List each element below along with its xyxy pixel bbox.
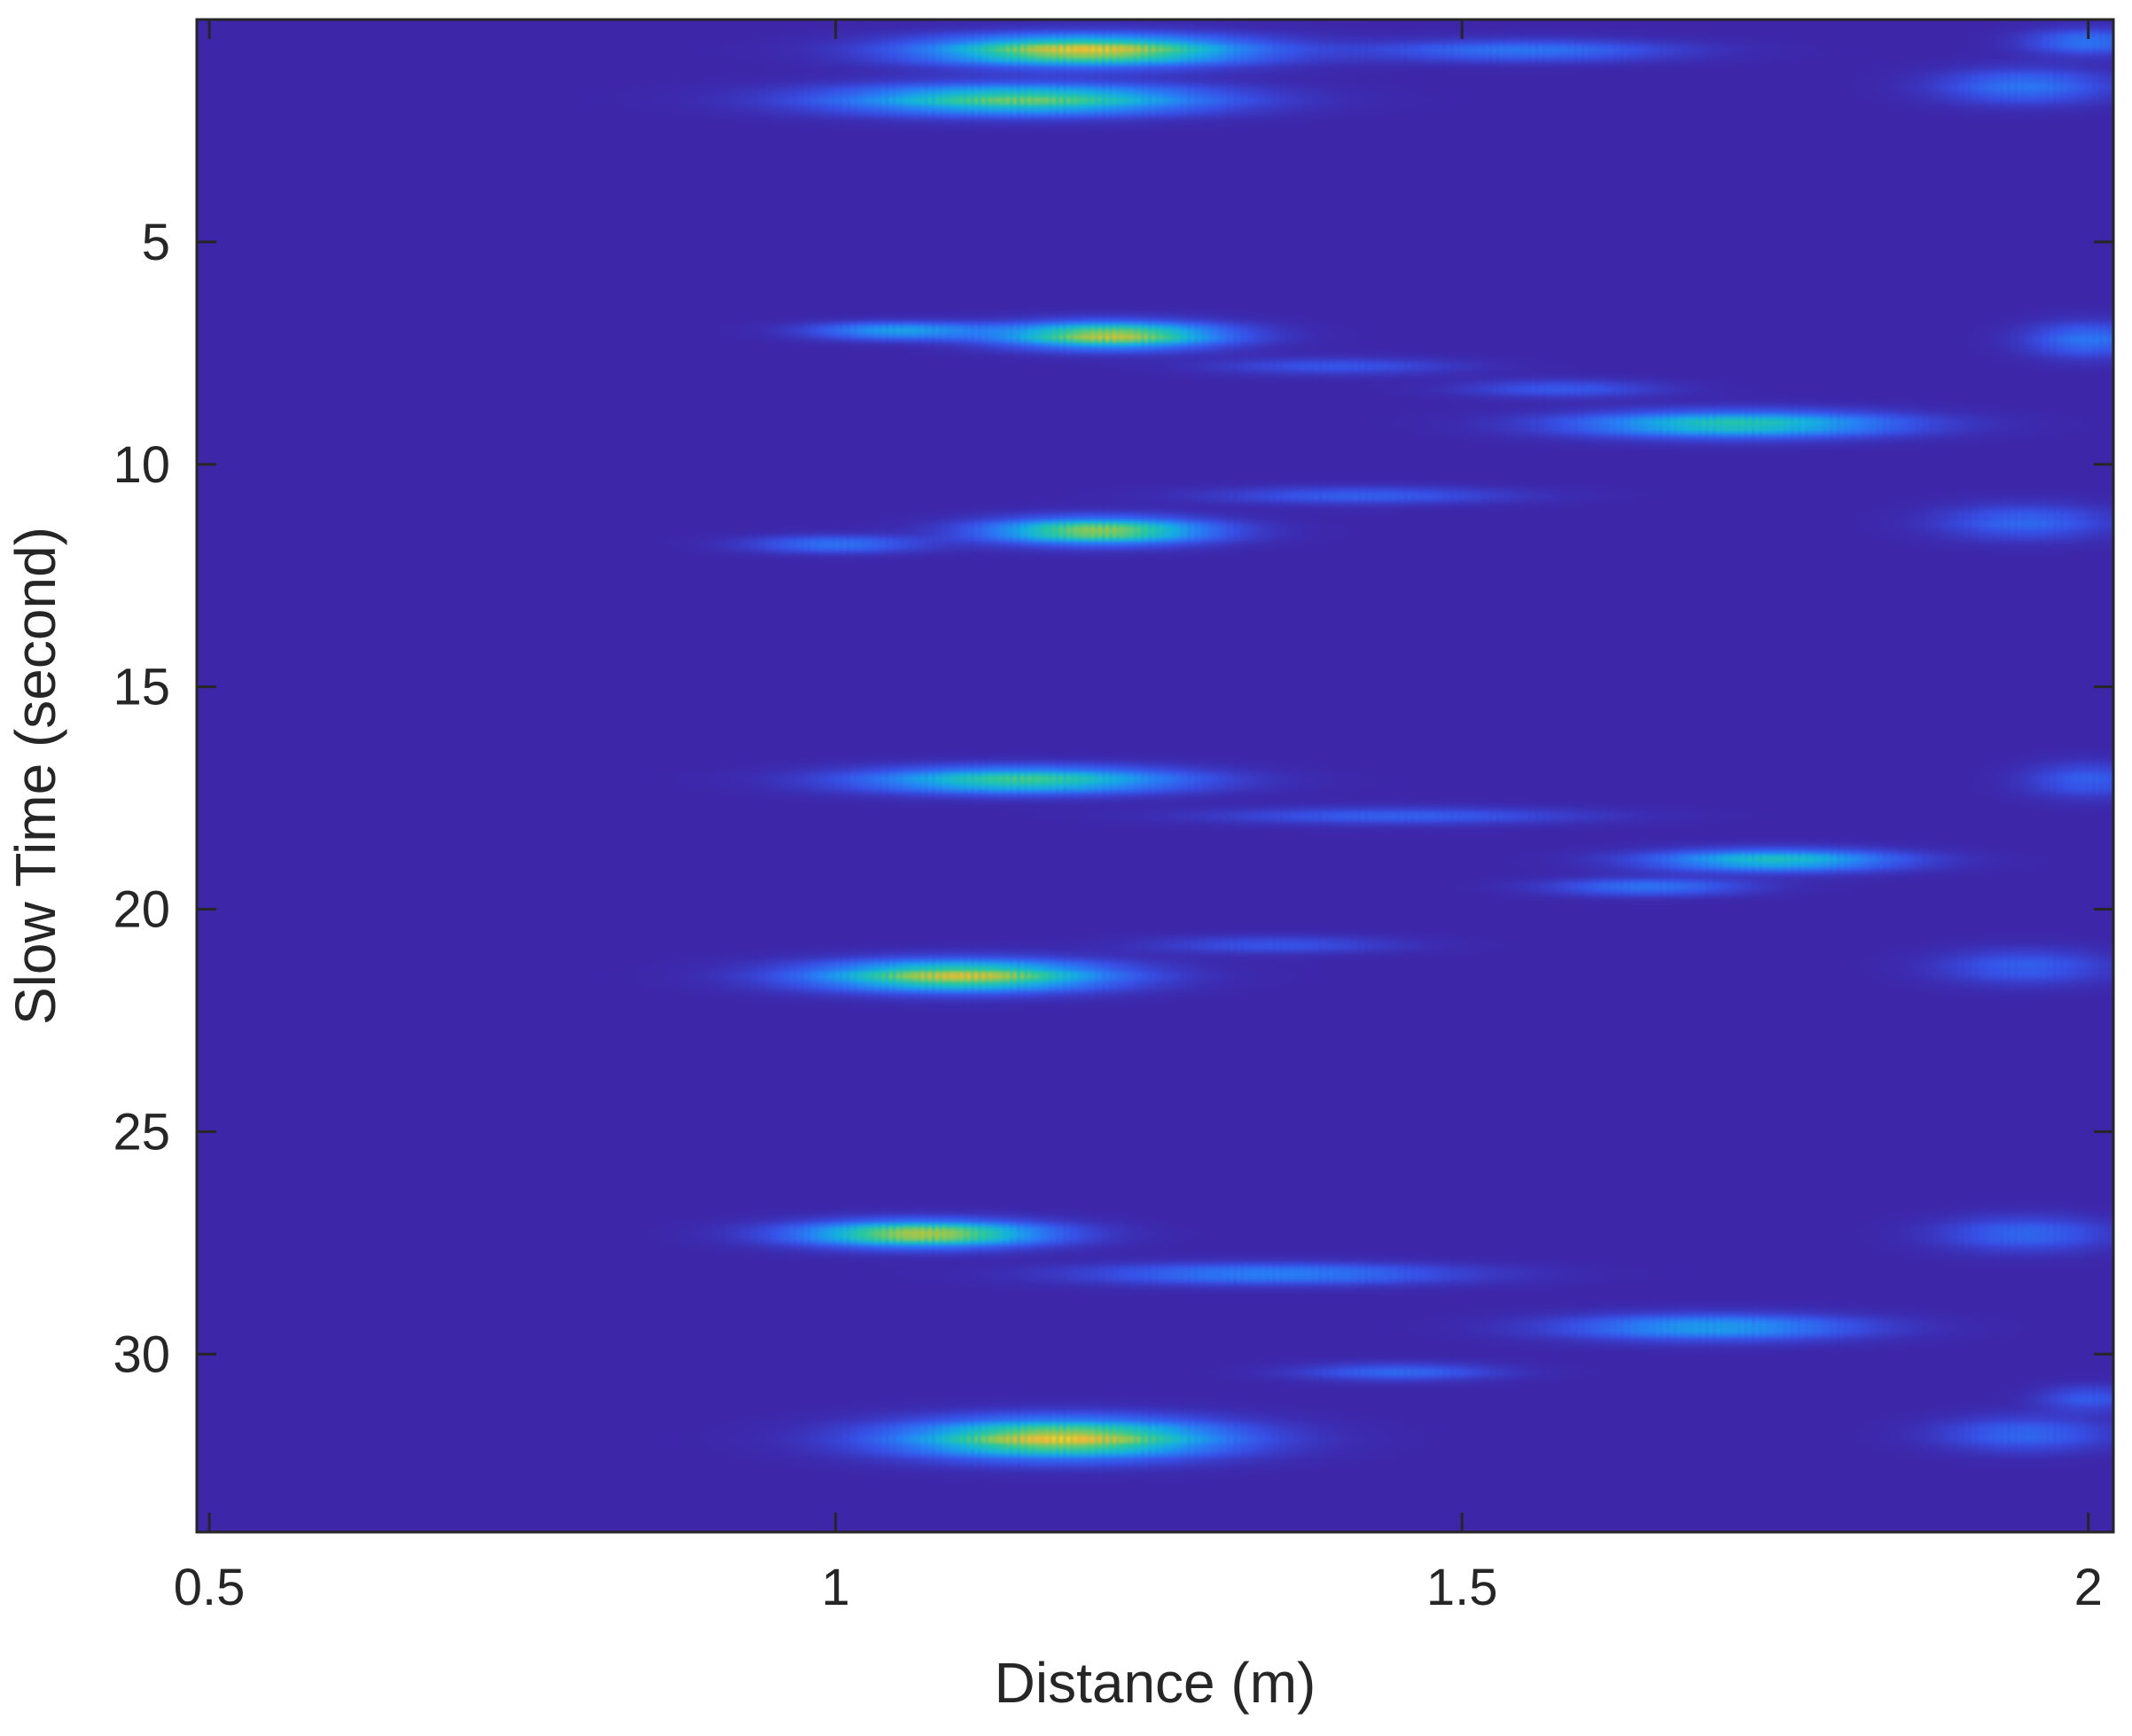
x-tick-label: 2 — [2074, 1559, 2103, 1616]
x-tick-label: 1 — [822, 1559, 850, 1616]
y-tick-label: 30 — [113, 1325, 170, 1383]
y-tick-label: 5 — [142, 214, 170, 271]
x-tick-label: 1.5 — [1426, 1559, 1498, 1616]
plot-frame — [195, 18, 2115, 1534]
y-tick-label: 15 — [113, 659, 170, 716]
axis-ticks — [197, 20, 2113, 1532]
y-tick-label: 25 — [113, 1103, 170, 1161]
y-tick-label: 20 — [113, 881, 170, 939]
y-tick-label: 10 — [113, 436, 170, 494]
x-tick-label: 0.5 — [174, 1559, 246, 1616]
y-axis-title: Slow Time (second) — [4, 527, 67, 1025]
x-axis-title: Distance (m) — [995, 1651, 1316, 1715]
heatmap-image — [197, 20, 2113, 1532]
